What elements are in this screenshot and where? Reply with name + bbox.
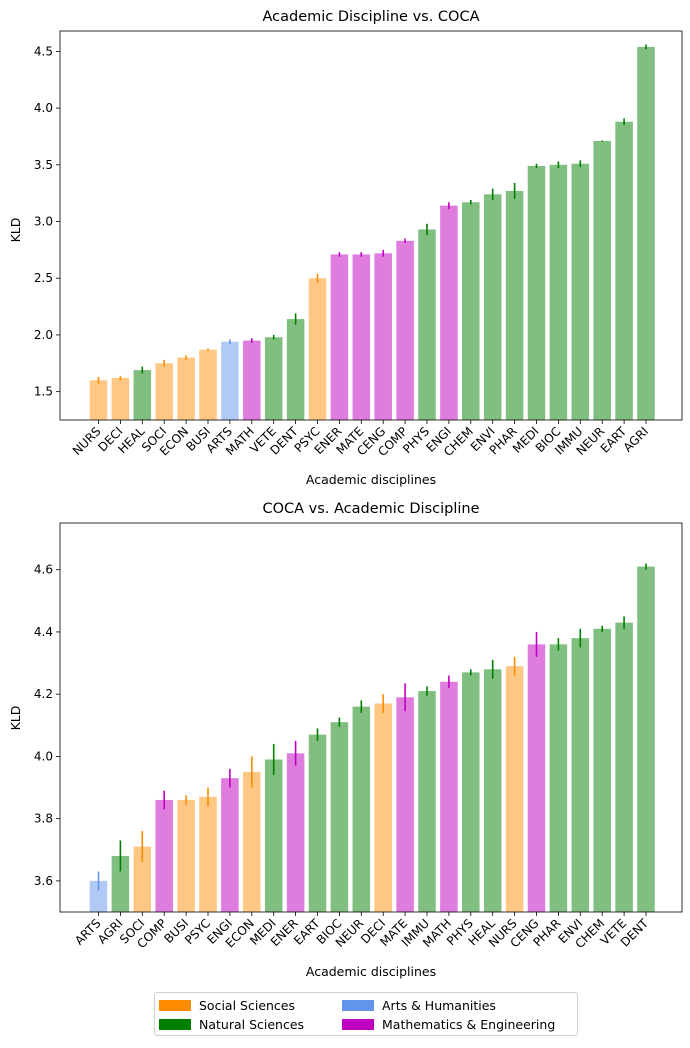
bar-nurs [89, 380, 108, 420]
y-tick-label: 4.2 [34, 687, 53, 701]
legend-label: Social Sciences [199, 998, 296, 1013]
x-axis-label: Academic disciplines [306, 964, 436, 979]
bar-agri [637, 46, 655, 420]
legend-item-natural-sciences: Natural Sciences [159, 1017, 304, 1032]
y-tick-label: 4.0 [34, 101, 53, 115]
chart-title: COCA vs. Academic Discipline [262, 501, 479, 517]
legend-label: Arts & Humanities [382, 998, 496, 1013]
bar-engi [221, 778, 239, 912]
bar-math [243, 340, 261, 420]
y-tick-label: 4.6 [34, 563, 53, 577]
bar-immu [571, 163, 590, 420]
bar-phys [462, 672, 480, 912]
bar-phar [505, 190, 524, 420]
y-tick-label: 3.5 [34, 158, 53, 172]
y-axis-label: KLD [8, 218, 23, 243]
y-tick-label: 2.5 [34, 271, 53, 285]
legend-item-arts-humanities: Arts & Humanities [342, 998, 496, 1013]
bar-bioc [549, 164, 568, 420]
bar-neur [593, 141, 611, 421]
bar-phar [549, 644, 568, 912]
chart-title: Academic Discipline vs. COCA [262, 9, 479, 25]
y-tick-label: 3.6 [34, 874, 53, 888]
legend-swatch [342, 1019, 374, 1030]
legend-label: Mathematics & Engineering [382, 1017, 556, 1032]
bar-medi [264, 759, 283, 912]
bar-comp [155, 799, 173, 912]
plot-frame [59, 522, 683, 913]
bar-chem [593, 628, 611, 912]
bar-busi [199, 349, 217, 420]
x-axis-label: Academic disciplines [306, 472, 436, 487]
legend-swatch [342, 1000, 374, 1011]
y-tick-label: 4.5 [34, 44, 53, 58]
x-tick-label: AGRI [621, 424, 652, 455]
bar-ceng [527, 644, 546, 912]
bar-econ [243, 771, 261, 912]
y-axis-label: KLD [8, 706, 23, 731]
bar-bioc [330, 722, 349, 912]
bar-psyc [308, 278, 327, 420]
bar-vete [615, 622, 633, 912]
bar-eart [615, 121, 633, 420]
y-tick-label: 4.0 [34, 749, 53, 763]
bar-econ [177, 357, 195, 420]
bar-ener [330, 254, 349, 420]
bar-medi [527, 165, 546, 420]
bar-ener [286, 753, 305, 912]
bar-soci [155, 363, 173, 420]
bar-nurs [505, 666, 524, 912]
bar-vete [264, 337, 283, 420]
bar-phys [418, 229, 436, 420]
bar-deci [374, 703, 392, 912]
bar-immu [418, 691, 436, 912]
bar-dent [286, 319, 305, 420]
bar-math [440, 681, 458, 912]
bar-envi [483, 194, 502, 420]
bar-arts [89, 880, 108, 912]
legend-item-mathematics-engineering: Mathematics & Engineering [342, 1017, 555, 1032]
bar-eart [308, 734, 327, 912]
bar-mate [352, 254, 371, 420]
bar-ceng [374, 253, 392, 420]
plot-frame [59, 30, 683, 421]
legend-label: Natural Sciences [199, 1017, 305, 1032]
legend-swatch [159, 1019, 191, 1030]
y-tick-label: 3.0 [34, 215, 53, 229]
bar-busi [177, 799, 195, 912]
bar-soci [133, 846, 152, 912]
y-tick-label: 2.0 [34, 328, 53, 342]
y-tick-label: 4.4 [34, 625, 53, 639]
chart-bottom: COCA vs. Academic Discipline Academic di… [8, 501, 683, 979]
bar-arts [221, 341, 239, 420]
legend: Social Sciences Natural Sciences Arts & … [154, 992, 578, 1036]
bar-neur [352, 706, 371, 912]
bar-deci [111, 378, 130, 420]
bar-mate [396, 697, 414, 912]
bar-heal [133, 370, 152, 420]
legend-item-social-sciences: Social Sciences [159, 998, 295, 1013]
bar-dent [637, 566, 655, 912]
bar-envi [571, 638, 590, 912]
bar-chem [462, 202, 480, 420]
bar-agri [111, 855, 130, 912]
legend-swatch [159, 1000, 191, 1011]
bar-psyc [199, 796, 217, 912]
bar-comp [396, 240, 414, 420]
bar-engi [440, 205, 458, 420]
bar-heal [483, 669, 502, 912]
y-tick-label: 3.8 [34, 812, 53, 826]
y-tick-label: 1.5 [34, 385, 53, 399]
chart-top: Academic Discipline vs. COCA Academic di… [8, 9, 683, 487]
